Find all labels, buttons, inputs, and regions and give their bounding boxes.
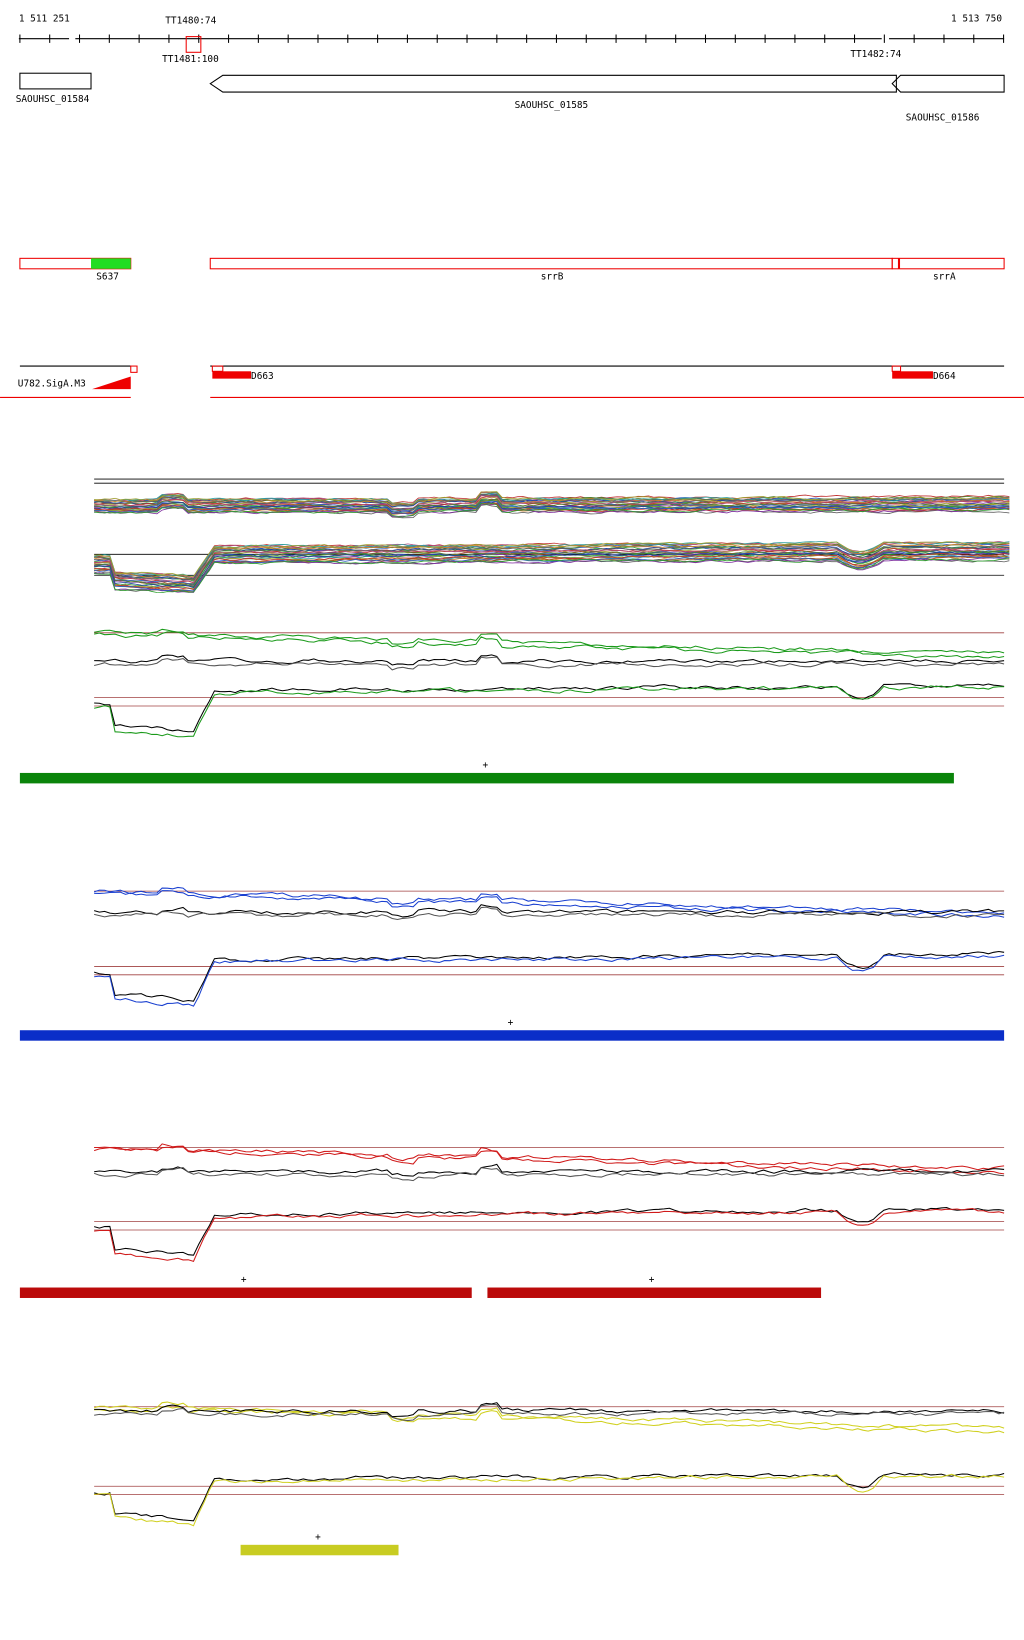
gene (19, 72, 92, 90)
profile-line (93, 886, 1005, 915)
profile-line (94, 500, 1010, 513)
profile-line (94, 1208, 1005, 1263)
profile-line (94, 904, 1005, 918)
promoter-label: D663 (251, 371, 274, 382)
profile-line (94, 1402, 1005, 1418)
profile-line (94, 906, 1005, 920)
profile-line (94, 496, 1010, 511)
profile-line (93, 1146, 1005, 1175)
promoter (130, 365, 138, 373)
promoter (891, 365, 902, 372)
profile-line (94, 541, 1010, 577)
gene-label: SAOUHSC_01585 (515, 100, 589, 111)
gene-label: SAOUHSC_01586 (906, 113, 980, 124)
profile-line (94, 547, 1010, 583)
profile-line (93, 1167, 1005, 1182)
expression-profiles (93, 478, 1010, 1527)
promoter (212, 371, 252, 379)
profile-line (94, 654, 1005, 666)
profile-line (94, 631, 1005, 659)
strand-marker: + (241, 1275, 247, 1286)
segment (209, 257, 893, 270)
profile-line (94, 491, 1010, 504)
profile-line (94, 551, 1010, 589)
ruler-start: 1 511 251 (19, 13, 70, 24)
profile-line (94, 550, 1010, 588)
terminator-label: TT1481:100 (162, 54, 219, 65)
profile-line (94, 684, 1005, 738)
profile-line (94, 493, 1010, 506)
promoter-label: D664 (933, 371, 956, 382)
profile-line (94, 683, 1005, 733)
terminator-label: TT1480:74 (165, 15, 216, 26)
gene-label: SAOUHSC_01584 (16, 94, 90, 105)
profile-line (94, 545, 1010, 581)
promoter (92, 376, 131, 390)
profile-line (94, 543, 1010, 581)
profile-line (94, 628, 1005, 654)
profile-line (94, 1406, 1005, 1434)
ruler (18, 34, 1005, 43)
segment-label: srrB (541, 272, 564, 283)
gene (209, 74, 897, 93)
promoter (211, 365, 224, 372)
segment-fill (91, 258, 131, 269)
profile-line (94, 498, 1010, 510)
terminator (185, 36, 202, 53)
promoter (892, 371, 933, 379)
profile-line (94, 656, 1005, 671)
profile-line (94, 540, 1010, 577)
strand-marker: + (508, 1017, 514, 1028)
condition-bar (240, 1544, 399, 1556)
profile-line (94, 1473, 1005, 1527)
profile-line (94, 553, 1010, 591)
gene (891, 74, 1005, 93)
segment-label: S637 (96, 272, 119, 283)
profile-line (94, 890, 1005, 918)
promoter-label: U782.SigA.M3 (18, 378, 86, 389)
condition-bar (19, 1030, 1005, 1041)
segment-label: srrA (933, 272, 956, 283)
strand-marker: + (649, 1275, 655, 1286)
profile-line (94, 1403, 1005, 1422)
ruler-end: 1 513 750 (951, 13, 1002, 24)
strand-marker: + (315, 1532, 321, 1543)
profile-line (94, 502, 1010, 518)
profile-line (94, 555, 1010, 592)
profile-line (94, 954, 1005, 1007)
segment (891, 257, 899, 270)
strand-marker: + (482, 760, 488, 771)
condition-bar (19, 772, 954, 784)
profile-line (94, 494, 1010, 510)
profile-line (94, 1163, 1005, 1177)
condition-bar (487, 1287, 822, 1298)
profile-line (94, 1206, 1005, 1256)
profile-line (94, 1143, 1005, 1171)
segment (898, 257, 1005, 270)
profile-line (94, 557, 1010, 594)
profile-line (94, 491, 1010, 505)
condition-bar (19, 1287, 472, 1298)
terminator-label: TT1482:74 (850, 49, 901, 60)
